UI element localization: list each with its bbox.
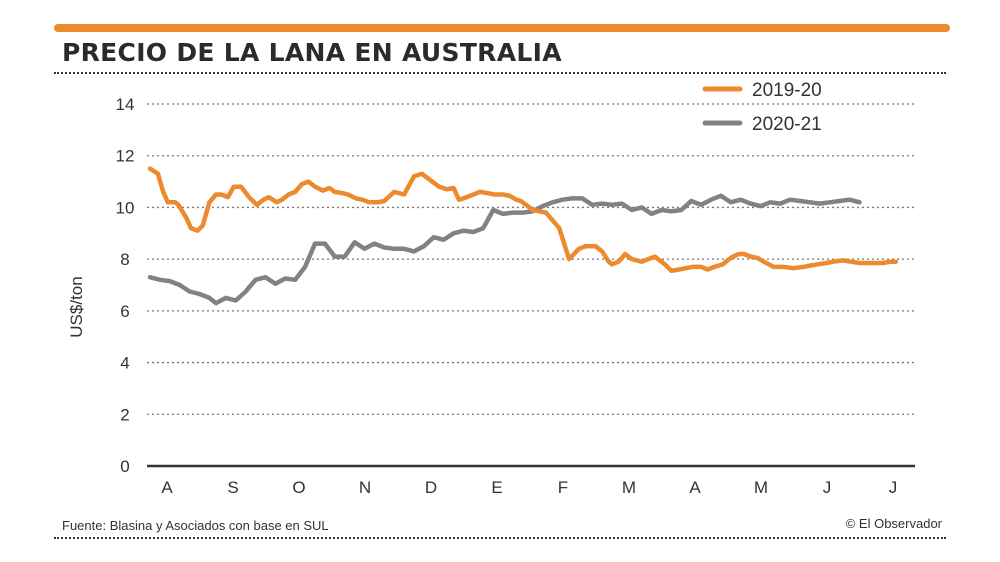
y-tick-label: 8: [120, 250, 129, 269]
x-tick-label: O: [292, 478, 305, 497]
y-tick-label: 6: [120, 302, 129, 321]
y-axis-label: US$/ton: [67, 276, 86, 337]
top-accent-bar: [54, 24, 950, 32]
x-tick-label: D: [425, 478, 437, 497]
x-tick-label: N: [359, 478, 371, 497]
grid-lines: [147, 103, 915, 468]
y-tick-label: 14: [116, 95, 135, 114]
x-tick-label: S: [227, 478, 238, 497]
y-axis-ticks: 0 2 4 6 8 10 12 14: [116, 95, 135, 476]
source-note: Fuente: Blasina y Asociados con base en …: [62, 518, 329, 533]
y-tick-label: 4: [120, 354, 129, 373]
series-lines: [147, 166, 899, 306]
y-tick-label: 0: [120, 457, 129, 476]
x-tick-label: E: [491, 478, 502, 497]
legend-label: 2020-21: [752, 114, 822, 135]
x-tick-label: A: [689, 478, 701, 497]
x-tick-label: A: [161, 478, 173, 497]
y-tick-label: 12: [116, 147, 135, 166]
footer-divider: [54, 537, 946, 539]
legend-label: 2019-20: [752, 80, 822, 101]
series-line-2019-20: [147, 166, 899, 274]
legend: 2019-20 2020-21: [702, 80, 822, 135]
x-tick-label: M: [754, 478, 768, 497]
title-divider: [54, 72, 946, 74]
chart-title: PRECIO DE LA LANA EN AUSTRALIA: [62, 38, 562, 67]
x-tick-label: M: [622, 478, 636, 497]
x-tick-label: J: [889, 478, 898, 497]
y-tick-label: 2: [120, 405, 129, 424]
credit-note: © El Observador: [845, 516, 942, 531]
x-tick-label: J: [823, 478, 832, 497]
y-tick-label: 10: [116, 198, 135, 217]
x-tick-label: F: [558, 478, 568, 497]
series-line-2020-21: [147, 193, 862, 306]
